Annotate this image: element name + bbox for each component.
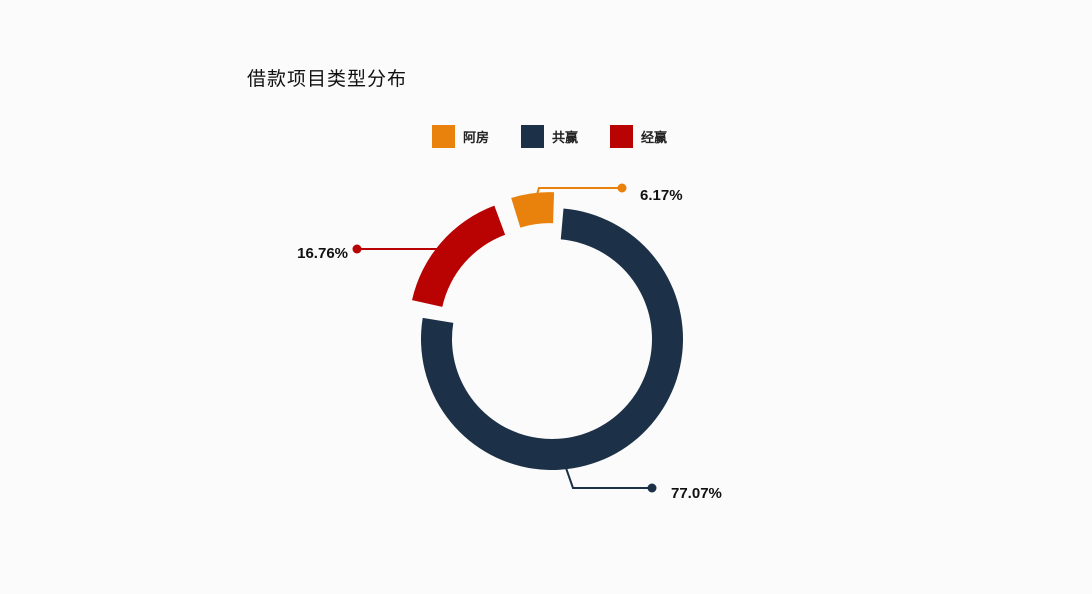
legend-label-afang: 阿房 (463, 131, 490, 146)
data-label-2: 77.07% (671, 485, 722, 502)
leader-line-1 (531, 187, 622, 211)
leader-line-3 (357, 248, 446, 266)
leader-dot-2 (647, 483, 657, 493)
chart-legend: 阿房 共赢 经赢 (432, 125, 667, 148)
legend-item-jingying[interactable]: 经赢 (610, 125, 667, 148)
data-label-3: 16.76% (297, 245, 348, 262)
legend-label-gongying: 共赢 (552, 131, 579, 146)
leader-dot-3 (352, 244, 362, 254)
legend-label-jingying: 经赢 (641, 131, 668, 146)
leader-line-2 (565, 467, 652, 489)
donut-slice-3[interactable] (412, 205, 506, 307)
chart-title: 借款项目类型分布 (247, 68, 408, 90)
data-label-1: 6.17% (640, 187, 683, 204)
legend-item-gongying[interactable]: 共赢 (521, 125, 578, 148)
leader-dot-1 (617, 183, 627, 193)
legend-swatch-afang (432, 125, 455, 148)
legend-swatch-gongying (521, 125, 545, 148)
legend-item-afang[interactable]: 阿房 (432, 125, 489, 148)
legend-swatch-jingying (610, 125, 634, 148)
